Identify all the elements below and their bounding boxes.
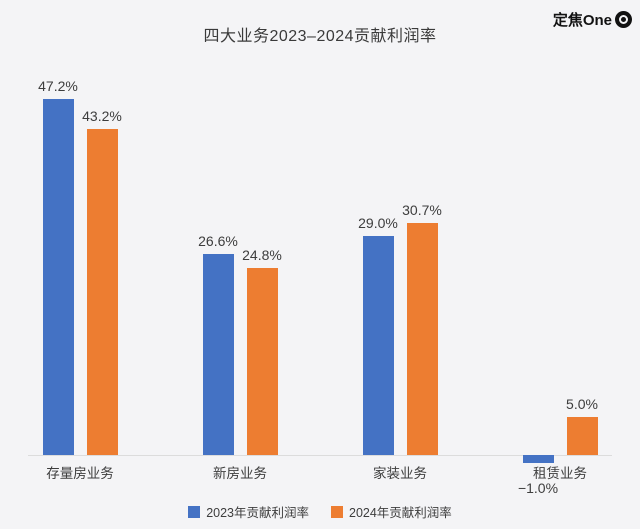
focus-aperture-icon xyxy=(615,11,632,28)
category-label: 租赁业务 xyxy=(533,466,587,481)
legend-item-2023: 2023年贡献利润率 xyxy=(188,502,309,521)
legend-label-2023: 2023年贡献利润率 xyxy=(206,506,309,520)
legend-swatch-2023 xyxy=(188,505,201,518)
zero-baseline xyxy=(28,455,612,456)
legend-swatch-2024 xyxy=(331,505,343,518)
bar-value-label: 30.7% xyxy=(402,202,442,219)
brand-text: 定焦One xyxy=(552,12,612,29)
bar-value-label: −1.0% xyxy=(517,480,559,496)
bar-2024年贡献利润率 xyxy=(86,128,118,455)
bar-2023年贡献利润率 xyxy=(522,455,554,463)
bar-column: 30.7% xyxy=(402,60,442,500)
bar-value-label: 43.2% xyxy=(82,107,122,124)
bar-value-label: 29.0% xyxy=(358,215,398,232)
bar-2023年贡献利润率 xyxy=(202,254,234,455)
bar-column: 24.8% xyxy=(242,60,282,500)
bar-2024年贡献利润率 xyxy=(406,223,438,455)
chart-title: 四大业务2023–2024贡献利润率 xyxy=(203,28,437,45)
bar-value-label: 26.6% xyxy=(198,233,238,250)
bar-column: 43.2% xyxy=(82,60,122,500)
bar-value-label: 24.8% xyxy=(242,246,282,263)
bar-2024年贡献利润率 xyxy=(246,267,278,455)
category-label: 家装业务 xyxy=(373,466,427,481)
bar-group: 26.6% 24.8% 新房业务 xyxy=(160,60,320,500)
bar-column: 29.0% xyxy=(358,60,398,500)
bar-group: 29.0% 30.7% 家装业务 xyxy=(320,60,480,500)
bar-2023年贡献利润率 xyxy=(362,236,394,455)
legend-label-2024: 2024年贡献利润率 xyxy=(349,506,452,520)
brand-watermark: 定焦One xyxy=(553,9,632,30)
category-label: 存量房业务 xyxy=(46,466,114,481)
chart-legend: 2023年贡献利润率 2024年贡献利润率 xyxy=(0,502,640,521)
bar-value-label: 5.0% xyxy=(566,396,598,413)
bar-column: 47.2% xyxy=(38,60,78,500)
bar-2024年贡献利润率 xyxy=(566,417,598,455)
category-label: 新房业务 xyxy=(213,466,267,481)
bar-column: 26.6% xyxy=(198,60,238,500)
bar-column: −1.0% xyxy=(518,60,558,500)
plot-area: 47.2% 43.2% 存量房业务 26.6% 24.8% 新房业务 29.0% 30.7% 家… xyxy=(0,60,640,500)
bar-value-label: 47.2% xyxy=(38,77,78,94)
bar-group: 47.2% 43.2% 存量房业务 xyxy=(0,60,160,500)
bar-group: −1.0% 5.0% 租赁业务 xyxy=(480,60,640,500)
legend-item-2024: 2024年贡献利润率 xyxy=(331,502,452,521)
bar-2023年贡献利润率 xyxy=(42,98,74,455)
bar-column: 5.0% xyxy=(566,60,598,500)
